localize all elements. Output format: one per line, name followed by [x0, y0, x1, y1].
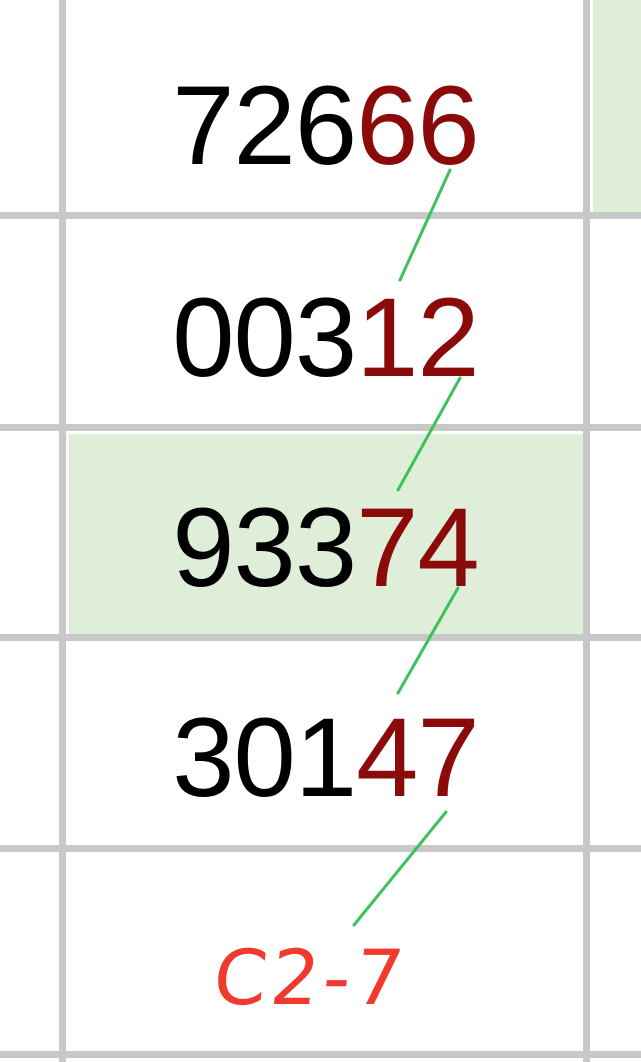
annotation-text: C2-7: [209, 933, 412, 1022]
grid-line-vertical: [59, 0, 66, 1062]
connector-line: [352, 810, 448, 927]
number-highlight: 12: [356, 275, 480, 400]
connector-line: [398, 168, 452, 282]
number-prefix: 003: [172, 275, 357, 400]
table-row-number: 00312: [66, 282, 585, 394]
table-row-number: 72666: [66, 70, 585, 182]
number-prefix: 726: [172, 63, 357, 188]
number-highlight: 47: [356, 695, 480, 820]
number-prefix: 301: [172, 695, 357, 820]
number-highlight: 74: [356, 485, 480, 610]
connector-line: [396, 376, 462, 492]
number-prefix: 933: [172, 485, 357, 610]
grid-line-horizontal: [0, 212, 641, 219]
grid-line-vertical: [583, 0, 590, 1062]
grid-line-horizontal: [0, 845, 641, 852]
highlighted-cell-right-top: [593, 0, 641, 212]
grid-line-horizontal: [0, 1051, 641, 1058]
connector-line: [396, 586, 460, 695]
grid-line-horizontal: [0, 634, 641, 641]
table-row-number: 93374: [66, 492, 585, 604]
highlighted-cell-row-3: [69, 434, 584, 634]
number-highlight: 66: [356, 63, 480, 188]
grid-line-horizontal: [0, 424, 641, 431]
table-row-number: 30147: [66, 702, 585, 814]
